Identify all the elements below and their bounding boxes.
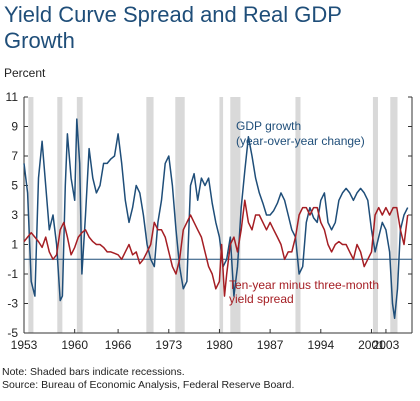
recession-bar-0: [28, 97, 34, 333]
y-tick-label-1: 1: [11, 238, 18, 252]
recession-bar-6: [230, 97, 241, 333]
recession-bar-9: [390, 97, 398, 333]
annotation-1-line-1: yield spread: [229, 292, 294, 306]
x-tick-label-1953: 1953: [11, 338, 38, 352]
x-tick-label-1966: 1966: [105, 338, 132, 352]
x-tick-label-2001: 2001: [358, 338, 385, 352]
chart-notes: Note: Shaded bars indicate recessions. S…: [2, 366, 294, 392]
note-recessions: Note: Shaded bars indicate recessions.: [2, 366, 185, 378]
recession-bar-2: [76, 97, 83, 333]
recession-bar-1: [57, 97, 63, 333]
x-tick-label-1960: 1960: [61, 338, 88, 352]
x-tick-label-2003: 2003: [373, 338, 400, 352]
x-tick-label-1973: 1973: [155, 338, 182, 352]
y-tick-label--3: -3: [7, 297, 18, 311]
y-axis-label: Percent: [4, 66, 46, 80]
y-tick-label-9: 9: [11, 120, 18, 134]
y-tick-label-3: 3: [11, 208, 18, 222]
recession-bars: [28, 97, 398, 333]
x-tick-label-1980: 1980: [206, 338, 233, 352]
y-tick-label-7: 7: [11, 149, 18, 163]
recession-bar-7: [295, 97, 301, 333]
series-line-0: [23, 118, 409, 320]
x-tick-label-1987: 1987: [257, 338, 284, 352]
x-tick-label-1994: 1994: [307, 338, 334, 352]
recession-bar-3: [146, 97, 154, 333]
y-tick-label-11: 11: [6, 90, 19, 104]
chart-title: Yield Curve Spread and Real GDP Growth: [4, 2, 342, 53]
annotation-0-line-1: (year-over-year change): [236, 134, 365, 148]
annotation-0-line-0: GDP growth: [236, 119, 301, 133]
annotation-1-line-0: Ten-year minus three-month: [229, 278, 379, 292]
note-source: Source: Bureau of Economic Analysis, Fed…: [2, 379, 295, 391]
y-tick-label-5: 5: [11, 179, 18, 193]
series-lines: [23, 118, 409, 320]
series-line-1: [23, 199, 409, 297]
y-tick-label--5: -5: [7, 326, 18, 340]
series-annotations: GDP growth(year-over-year change) Ten-yea…: [229, 119, 379, 306]
recession-bar-5: [219, 97, 224, 333]
axes: -5 -3 -1 1 3 5 7 9 11 1953 1960 1966 1973 1980 1987 199…: [6, 90, 413, 352]
recession-bar-4: [175, 97, 185, 333]
y-tick-label--1: -1: [7, 267, 18, 281]
